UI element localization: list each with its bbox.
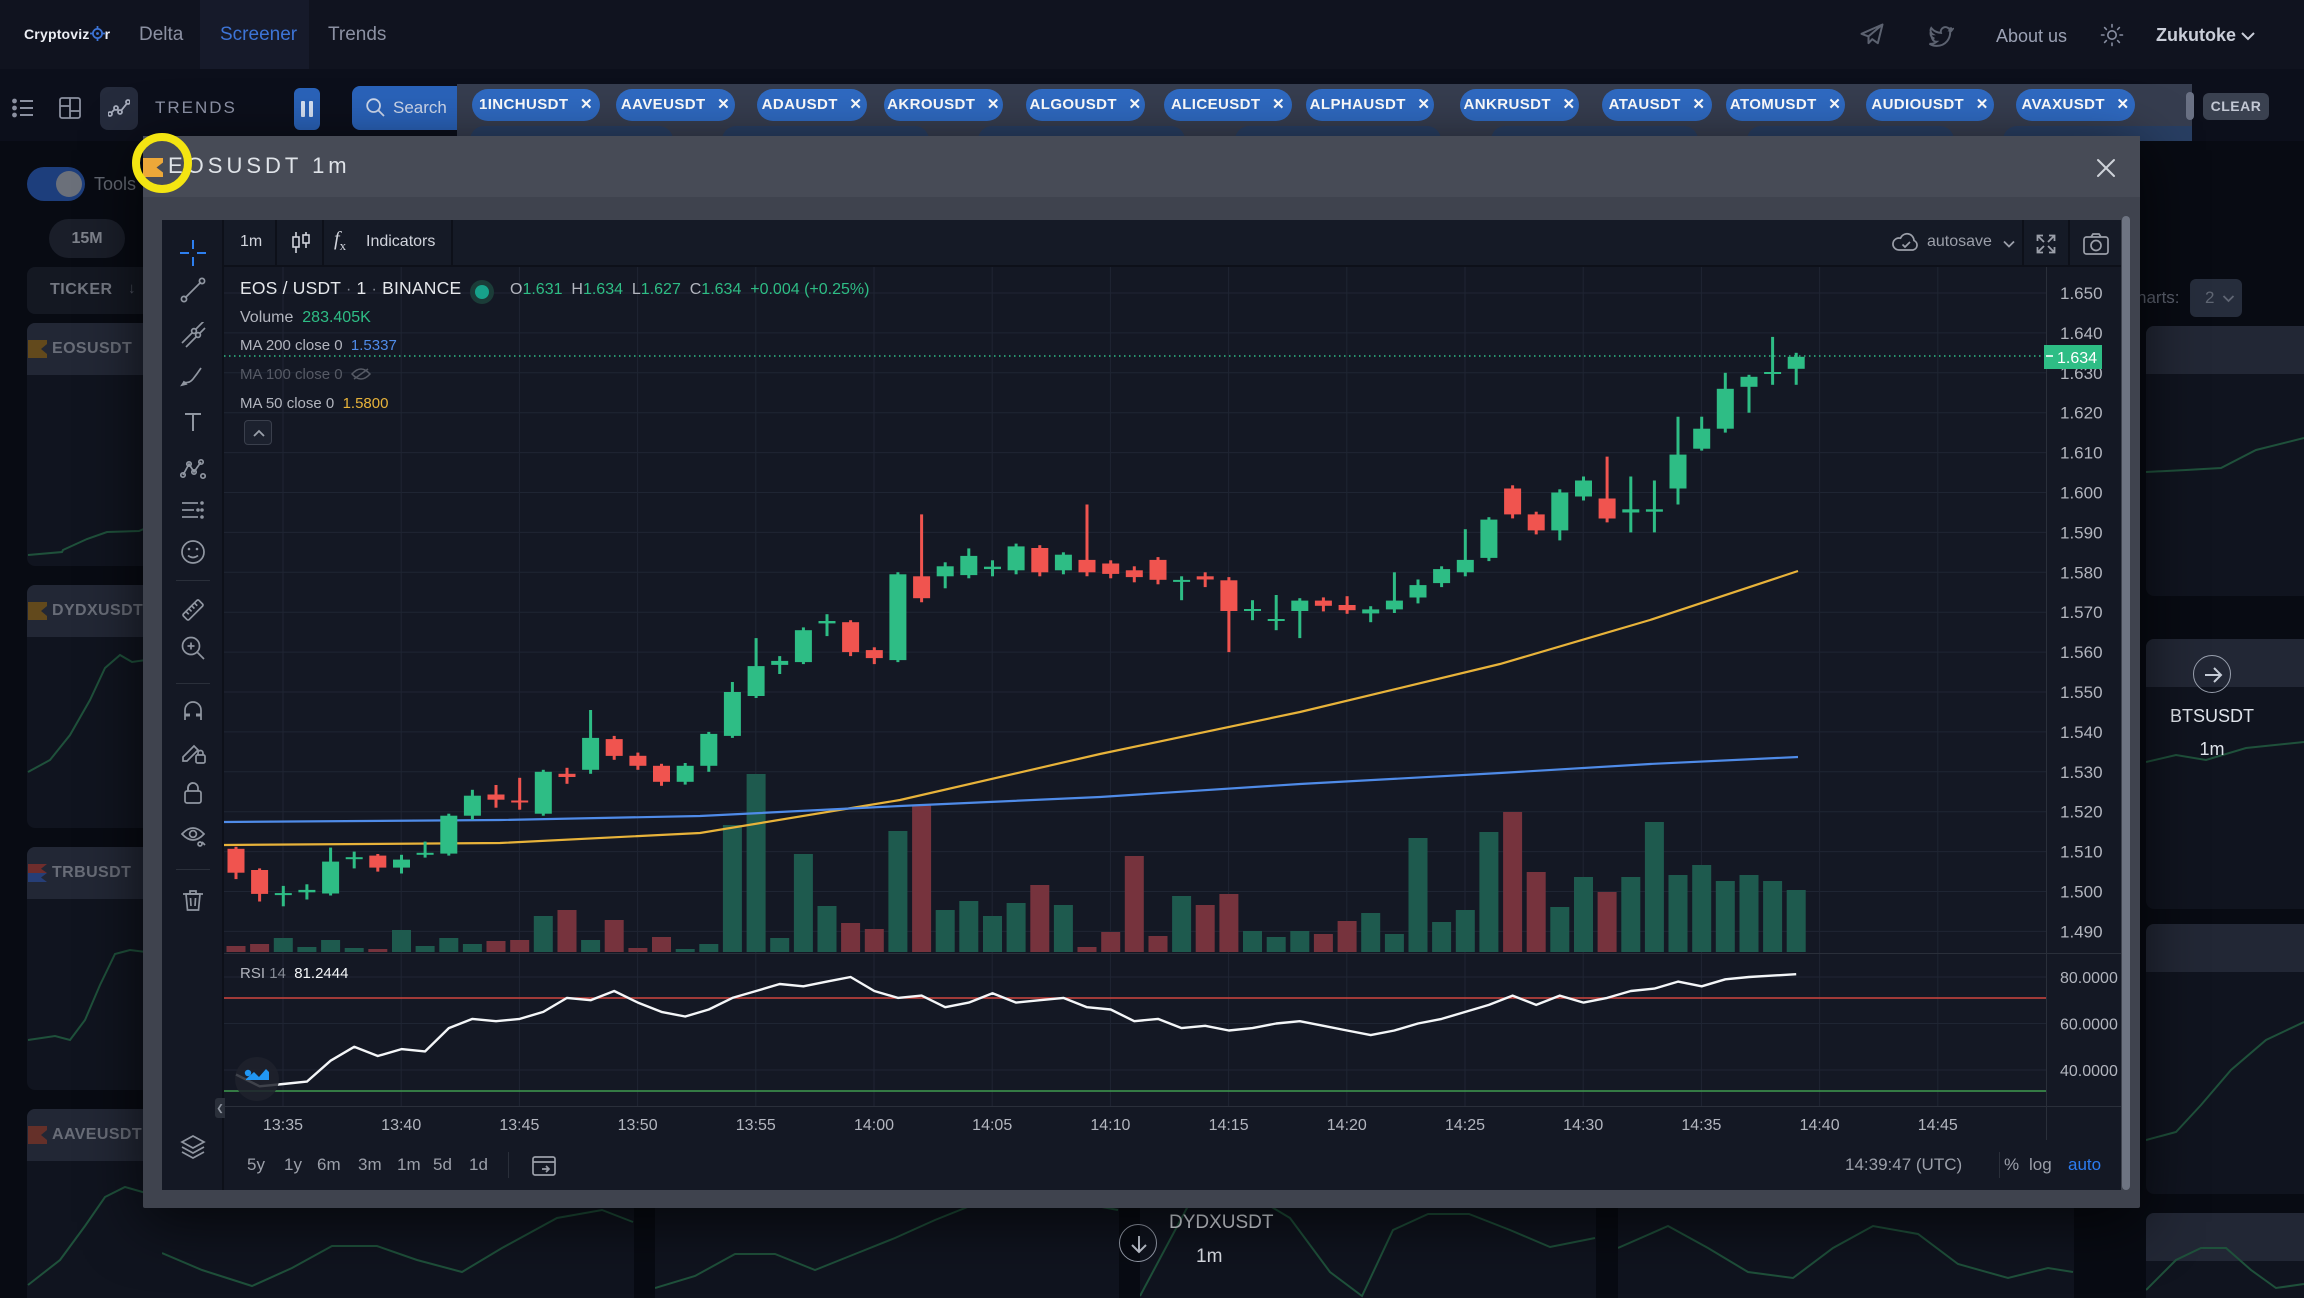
svg-text:14:10: 14:10 — [1090, 1117, 1130, 1134]
svg-text:1.510: 1.510 — [2060, 843, 2103, 862]
svg-text:1.600: 1.600 — [2060, 484, 2103, 503]
svg-text:14:45: 14:45 — [1918, 1117, 1958, 1134]
svg-text:14:05: 14:05 — [972, 1117, 1012, 1134]
svg-text:14:40: 14:40 — [1800, 1117, 1840, 1134]
svg-text:1.490: 1.490 — [2060, 922, 2103, 941]
svg-text:14:35: 14:35 — [1681, 1117, 1721, 1134]
svg-text:1.640: 1.640 — [2060, 324, 2103, 343]
svg-text:1.610: 1.610 — [2060, 444, 2103, 463]
svg-text:1.634: 1.634 — [2057, 350, 2097, 367]
svg-text:14:20: 14:20 — [1327, 1117, 1367, 1134]
svg-text:60.0000: 60.0000 — [2060, 1017, 2118, 1034]
svg-text:1.580: 1.580 — [2060, 563, 2103, 582]
svg-text:13:40: 13:40 — [381, 1117, 421, 1134]
svg-text:14:00: 14:00 — [854, 1117, 894, 1134]
svg-text:1.590: 1.590 — [2060, 523, 2103, 542]
svg-text:1.550: 1.550 — [2060, 683, 2103, 702]
svg-text:1.520: 1.520 — [2060, 803, 2103, 822]
svg-text:14:15: 14:15 — [1209, 1117, 1249, 1134]
svg-text:13:45: 13:45 — [499, 1117, 539, 1134]
svg-text:80.0000: 80.0000 — [2060, 970, 2118, 987]
svg-text:1.570: 1.570 — [2060, 603, 2103, 622]
svg-text:1.500: 1.500 — [2060, 883, 2103, 902]
svg-text:1.620: 1.620 — [2060, 404, 2103, 423]
svg-text:1.560: 1.560 — [2060, 643, 2103, 662]
svg-text:1.540: 1.540 — [2060, 723, 2103, 742]
svg-text:40.0000: 40.0000 — [2060, 1063, 2118, 1080]
svg-text:14:30: 14:30 — [1563, 1117, 1603, 1134]
svg-text:1.530: 1.530 — [2060, 763, 2103, 782]
svg-text:14:25: 14:25 — [1445, 1117, 1485, 1134]
svg-text:13:55: 13:55 — [736, 1117, 776, 1134]
svg-text:1.650: 1.650 — [2060, 284, 2103, 303]
svg-text:13:50: 13:50 — [618, 1117, 658, 1134]
svg-text:13:35: 13:35 — [263, 1117, 303, 1134]
